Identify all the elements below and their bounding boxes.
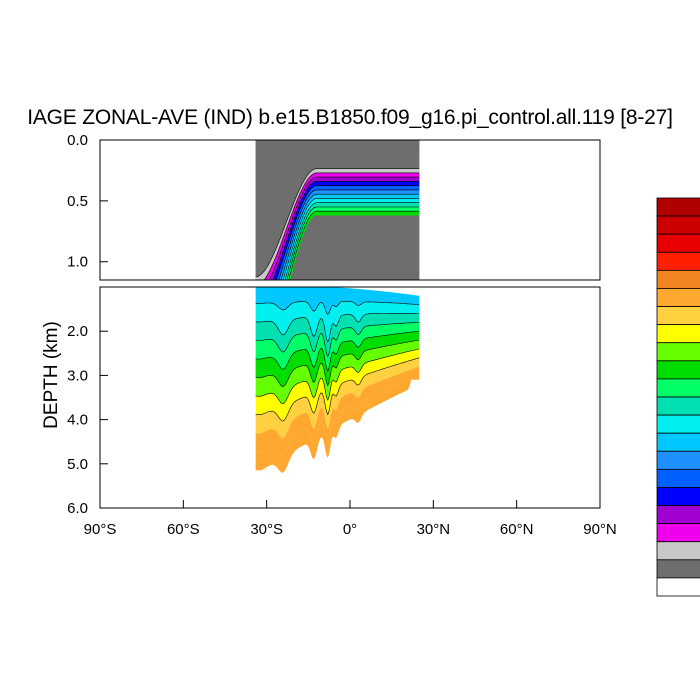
upper-contour-line-10	[286, 206, 420, 280]
lower-contour-band-3	[255, 322, 420, 372]
x-tick-label: 30°S	[250, 521, 283, 538]
colorbar-swatch	[656, 269, 700, 289]
upper-panel-frame	[99, 139, 601, 281]
lower-contour-line-4	[255, 330, 420, 373]
upper-contour-line-1	[255, 168, 420, 278]
colorbar-swatch	[656, 559, 700, 579]
x-tick-label: 90°S	[84, 521, 117, 538]
colorbar-swatch	[656, 251, 700, 271]
colorbar-swatch	[656, 360, 700, 380]
upper-contour-line-3	[268, 176, 420, 280]
lower-contour-band-4	[255, 331, 420, 387]
colorbar-swatch	[656, 197, 700, 217]
land-mask-south	[100, 287, 256, 508]
colorbar-swatch	[656, 577, 700, 597]
y-tick-label: 5.0	[67, 456, 88, 473]
y-axis-title: DEPTH (km)	[41, 321, 62, 429]
colorbar-swatch	[656, 342, 700, 362]
upper-contour-line-8	[282, 198, 420, 280]
upper-contour-line-9	[284, 202, 420, 280]
lower-contour-line-3	[255, 322, 420, 358]
colorbar-swatch	[656, 432, 700, 452]
lower-contour-band-7	[255, 357, 420, 439]
upper-contour-line-4	[272, 181, 420, 280]
lower-contour-band-0	[255, 287, 420, 315]
lower-contour-line-1	[255, 301, 420, 315]
y-tick-label: 6.0	[67, 500, 88, 517]
colorbar-swatch	[656, 523, 700, 543]
x-tick-label: 90°N	[583, 521, 617, 538]
upper-contour-line-2	[263, 172, 420, 280]
colorbar-swatch	[656, 306, 700, 326]
colorbar-swatch	[656, 233, 700, 253]
colorbar-swatch	[656, 396, 700, 416]
x-tick-label: 0°	[343, 521, 357, 538]
y-tick-label: 3.0	[67, 367, 88, 384]
y-tick-label: 0.5	[67, 193, 88, 210]
colorbar-swatch	[656, 468, 700, 488]
colorbar-swatch	[656, 378, 700, 398]
lower-contour-band-6	[255, 348, 420, 421]
colorbar-swatch	[656, 288, 700, 307]
y-tick-label: 1.0	[67, 254, 88, 271]
colorbar-swatch	[656, 215, 700, 235]
lower-contour-line-5	[255, 339, 420, 387]
axes: 90°S 60°S 30°S 0° 30°N 60°N 90°N 0.0 0.5 1.0 2.0 3.…	[67, 132, 617, 538]
lower-contour-line-2	[255, 313, 420, 344]
upper-panel-contours	[255, 140, 600, 280]
y-tick-label: 2.0	[67, 323, 88, 340]
colorbar	[656, 197, 700, 597]
upper-contour-line-5	[275, 185, 420, 280]
lower-contour-line-7	[255, 357, 420, 422]
lower-contour-band-5	[255, 340, 420, 404]
lower-contour-band-9	[255, 375, 420, 473]
colorbar-swatch	[656, 541, 700, 561]
seafloor-mask	[255, 379, 420, 508]
chart-title: IAGE ZONAL-AVE (IND) b.e15.B1850.f09_g16…	[27, 106, 673, 129]
y-tick-label: 4.0	[67, 412, 88, 429]
upper-contour-line-6	[278, 189, 420, 280]
colorbar-swatch	[656, 505, 700, 525]
x-tick-label: 60°S	[167, 521, 200, 538]
upper-contour-line-7	[280, 193, 420, 280]
colorbar-swatch	[656, 414, 700, 434]
x-tick-label: 60°N	[500, 521, 534, 538]
lower-contour-band-2	[255, 313, 420, 357]
upper-land-mask-north	[419, 140, 600, 280]
lower-contour-line-6	[255, 348, 420, 405]
lower-contour-band-1	[255, 301, 420, 343]
x-tick-label: 30°N	[417, 521, 451, 538]
lower-contour-band-8	[255, 366, 420, 456]
colorbar-swatch	[656, 450, 700, 470]
lower-panel-contours	[100, 287, 600, 508]
upper-contour-line-11	[288, 210, 420, 280]
colorbar-swatch	[656, 324, 700, 344]
y-tick-label: 0.0	[67, 132, 88, 149]
land-mask-north	[419, 287, 600, 508]
colorbar-swatch	[656, 487, 700, 506]
